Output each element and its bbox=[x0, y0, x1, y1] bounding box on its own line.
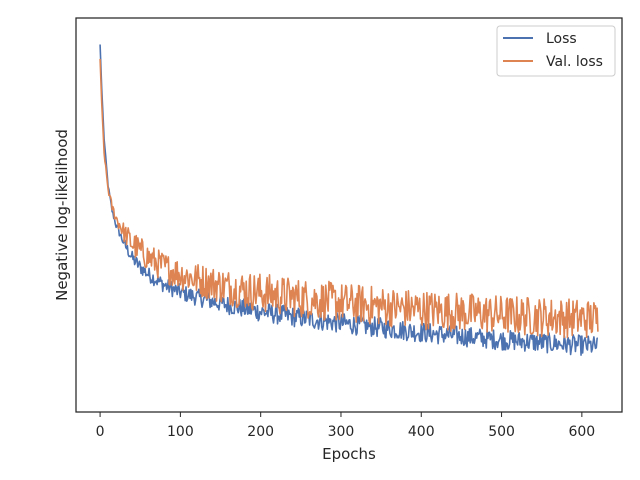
plot-background bbox=[76, 18, 622, 412]
legend-label-val-loss: Val. loss bbox=[546, 54, 603, 70]
plot-frame bbox=[75, 17, 623, 413]
x-tick-label: 400 bbox=[408, 424, 435, 440]
series-line-val-loss bbox=[99, 58, 599, 339]
x-tick-label: 600 bbox=[568, 424, 595, 440]
x-tick-label: 500 bbox=[488, 424, 515, 440]
x-tick-label: 200 bbox=[247, 424, 274, 440]
y-axis-label: Negative log-likelihood bbox=[53, 129, 71, 301]
plot-area bbox=[75, 17, 623, 413]
x-axis-ticks: 0 100 200 300 400 500 600 bbox=[96, 412, 595, 440]
x-tick-label: 300 bbox=[328, 424, 355, 440]
x-tick-label: 100 bbox=[167, 424, 194, 440]
series-layer bbox=[99, 44, 599, 356]
x-axis-label: Epochs bbox=[322, 445, 376, 463]
x-tick-label: 0 bbox=[96, 424, 105, 440]
legend: Loss Val. loss bbox=[496, 25, 616, 77]
legend-label-loss: Loss bbox=[546, 31, 577, 47]
